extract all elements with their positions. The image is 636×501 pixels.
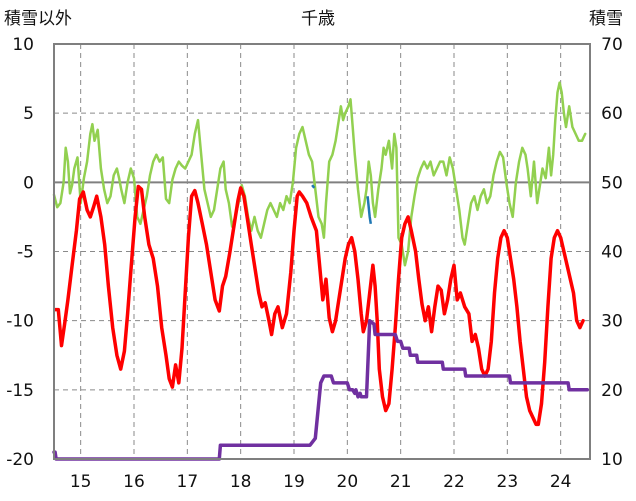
accent-segment-0 <box>366 196 373 224</box>
series-line-1 <box>52 81 587 267</box>
x-tick-label: 16 <box>123 472 145 492</box>
right-tick-label: 70 <box>601 35 623 55</box>
accent-segment-1 <box>311 184 316 189</box>
left-tick-label: -20 <box>6 450 34 470</box>
x-tick-label: 15 <box>70 472 92 492</box>
x-tick-label: 23 <box>497 472 519 492</box>
x-tick-label: 19 <box>283 472 305 492</box>
left-tick-label: 5 <box>23 104 34 124</box>
x-tick-label: 22 <box>443 472 465 492</box>
right-tick-label: 60 <box>601 104 623 124</box>
left-tick-label: -5 <box>17 243 34 263</box>
x-tick-label: 24 <box>550 472 572 492</box>
left-tick-label: 0 <box>23 173 34 193</box>
series-line-2 <box>52 318 590 461</box>
right-tick-label: 40 <box>601 243 623 263</box>
plot-frame <box>53 43 591 460</box>
x-tick-label: 21 <box>390 472 412 492</box>
x-tick-label: 20 <box>337 472 359 492</box>
x-tick-label: 18 <box>230 472 252 492</box>
right-tick-label: 10 <box>601 450 623 470</box>
right-tick-label: 30 <box>601 312 623 332</box>
right-axis-label: 積雪 <box>589 9 623 29</box>
left-tick-label: 10 <box>12 35 34 55</box>
right-tick-label: 20 <box>601 381 623 401</box>
right-tick-label: 50 <box>601 173 623 193</box>
series-line-0 <box>53 184 585 427</box>
series-layer <box>52 81 590 461</box>
left-axis-ticks: 10 5 0 -5 -10 -15 -20 <box>6 35 34 470</box>
left-tick-label: -10 <box>6 312 34 332</box>
left-tick-label: -15 <box>6 381 34 401</box>
right-axis-ticks: 70 60 50 40 30 20 10 <box>601 35 623 470</box>
x-tick-label: 17 <box>177 472 199 492</box>
left-axis-label: 積雪以外 <box>4 9 72 29</box>
chart-title: 千歳 <box>301 9 335 29</box>
x-axis-ticks: 15 16 17 18 19 20 21 22 23 24 <box>70 472 572 492</box>
